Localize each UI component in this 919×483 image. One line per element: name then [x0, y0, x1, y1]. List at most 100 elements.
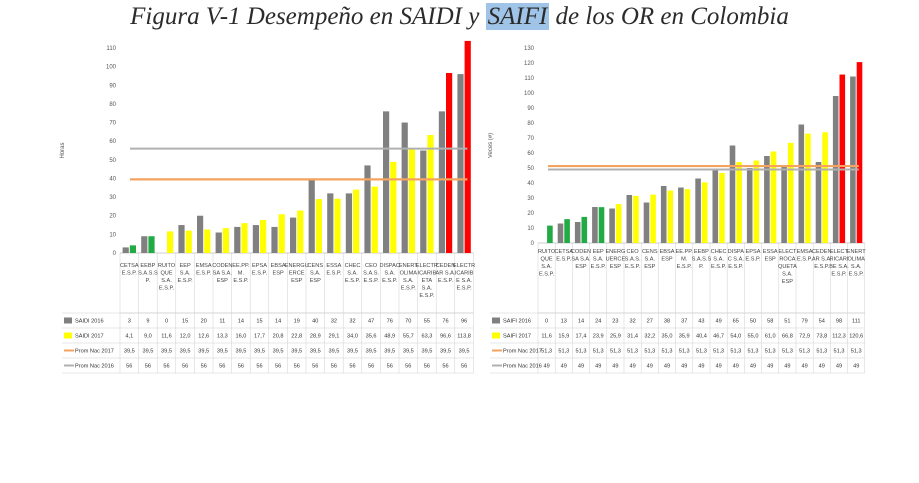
category-label: EPSA [252, 263, 267, 269]
saifi-chart: Veces (#)0102030405060708090100110120130… [488, 46, 866, 374]
y-tick-label: 70 [109, 121, 116, 127]
table-cell: 120,6 [849, 334, 863, 340]
bar-2016 [695, 178, 701, 243]
bar-2017 [787, 142, 794, 243]
bar-2017 [701, 182, 708, 243]
table-cell: 35,0 [662, 334, 673, 340]
category-label: SA S.A. [571, 257, 591, 263]
bar-2017 [222, 228, 229, 253]
category-label: S.A.S. [363, 271, 379, 277]
table-cell: 49 [595, 364, 601, 370]
category-label: ESP [272, 271, 283, 277]
table-cell: 51,3 [593, 349, 604, 355]
category-label: S.A.S.S [138, 271, 158, 277]
title-text-start: Figura V-1 Desempeño en SAIDI y [130, 3, 486, 30]
table-cell: 16,0 [235, 334, 246, 340]
category-label: ELECT [830, 249, 849, 255]
bar-2016 [401, 122, 408, 253]
table-cell: 55,7 [403, 334, 414, 340]
table-cell: 96 [461, 319, 467, 325]
table-cell: 14 [238, 319, 244, 325]
bar-2017 [856, 62, 863, 243]
table-cell: 40,4 [696, 334, 707, 340]
category-label: ESSA [326, 263, 341, 269]
category-label: BE S.A. [829, 264, 849, 270]
category-label: QUE [160, 271, 172, 277]
bar-2017 [839, 74, 846, 243]
bar-2016 [609, 208, 615, 243]
table-cell: 32,2 [644, 334, 655, 340]
y-tick-label: 90 [109, 83, 116, 89]
bar-2017 [204, 229, 211, 253]
table-cell: 14 [275, 319, 281, 325]
bar-2016 [457, 74, 464, 253]
category-label: ESP [217, 278, 228, 284]
table-cell: 51,3 [799, 349, 810, 355]
category-label: CETSA [120, 263, 139, 269]
bar-2017 [129, 245, 136, 253]
figure-title: Figura V-1 Desempeño en SAIDI y SAIFI de… [0, 3, 919, 31]
table-cell: 55 [424, 319, 430, 325]
bar-2017 [770, 151, 777, 243]
table-cell: 51,3 [782, 349, 793, 355]
table-cell: 76 [387, 319, 393, 325]
table-cell: 49 [715, 364, 721, 370]
table-cell: 51,3 [834, 349, 845, 355]
table-cell: 20,8 [273, 334, 284, 340]
category-label: EMSA [196, 263, 212, 269]
table-cell: 51,3 [765, 349, 776, 355]
table-cell: 39,5 [384, 349, 395, 355]
y-tick-label: 120 [524, 61, 535, 67]
legend-swatch [492, 317, 500, 324]
table-cell: 39,5 [198, 349, 209, 355]
table-cell: 22,8 [291, 334, 302, 340]
table-cell: 56 [256, 364, 262, 370]
title-highlight: SAIFI [485, 3, 550, 30]
category-label: S.A. [422, 286, 433, 292]
table-cell: 9,0 [144, 334, 152, 340]
category-label: CEDEN [812, 249, 832, 255]
table-cell: 51 [784, 319, 790, 325]
y-tick-label: 80 [109, 102, 116, 108]
table-cell: 111 [852, 319, 861, 325]
category-label: E.S.P. [831, 272, 847, 278]
category-label: E.S.P. [196, 271, 212, 277]
table-cell: 39,5 [254, 349, 265, 355]
category-label: ELECT [778, 249, 797, 255]
y-tick-label: 10 [109, 232, 116, 238]
bar-2016 [764, 156, 770, 243]
bar-2017 [446, 72, 453, 253]
table-cell: 0 [545, 319, 548, 325]
table-cell: 49 [715, 319, 721, 325]
category-label: E.S.P. [591, 264, 607, 270]
category-label: S.A. [347, 271, 358, 277]
table-cell: 34,0 [347, 334, 358, 340]
table-cell: 49 [647, 364, 653, 370]
category-label: E.S.P. [438, 278, 454, 284]
category-label: QUE [541, 257, 553, 263]
legend-swatch [492, 332, 500, 339]
bar-2016 [850, 76, 856, 243]
category-label: DISPA [728, 249, 745, 255]
category-label: CODEN [571, 249, 591, 255]
table-cell: 28,9 [310, 334, 321, 340]
category-label: ELECTR [453, 263, 475, 269]
category-label: P. [146, 278, 151, 284]
table-cell: 23 [612, 319, 618, 325]
table-cell: 58 [767, 319, 773, 325]
bar-2017 [334, 198, 341, 253]
bar-2017 [805, 133, 811, 243]
table-cell: 49 [750, 364, 756, 370]
y-tick-label: 10 [527, 226, 534, 232]
table-cell: 51,3 [576, 349, 587, 355]
bar-2016 [678, 187, 684, 243]
table-cell: 35,9 [679, 334, 690, 340]
category-label: ESP [610, 264, 621, 270]
bar-2016 [271, 226, 278, 253]
category-label: E.S.P. [122, 271, 138, 277]
bar-2016 [781, 166, 787, 243]
table-cell: 15 [182, 319, 188, 325]
bar-2016 [215, 232, 222, 253]
table-row-label: Prom Nac 2017 [503, 349, 542, 355]
category-label: CHEC [711, 249, 727, 255]
